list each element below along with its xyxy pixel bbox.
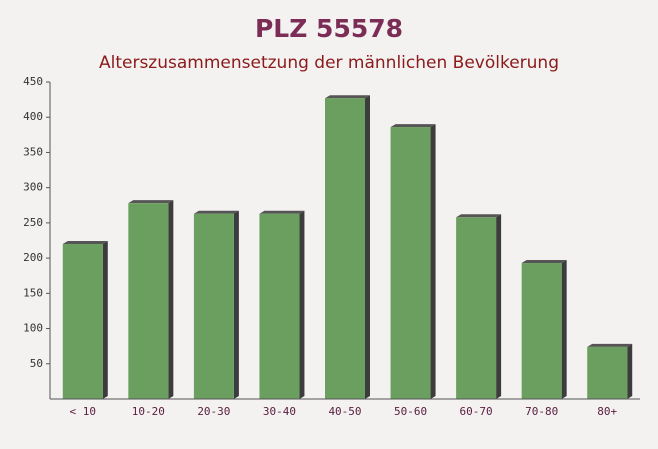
x-tick-label: 60-70 (460, 405, 493, 418)
x-tick-label: 40-50 (328, 405, 361, 418)
bar-side (561, 260, 567, 399)
bar (521, 263, 562, 399)
y-tick-label: 300 (23, 181, 43, 194)
bar-top (325, 95, 370, 99)
y-tick-label: 450 (23, 75, 43, 88)
x-tick-label: 50-60 (394, 405, 427, 418)
bar-top (128, 200, 174, 204)
chart-subtitle: Alterszusammensetzung der männlichen Bev… (99, 53, 559, 73)
y-tick-label: 250 (23, 216, 43, 229)
y-tick-label: 50 (30, 357, 43, 370)
bar-side (168, 200, 174, 399)
bar (325, 98, 365, 400)
y-tick-label: 150 (23, 286, 43, 299)
bar-side (627, 343, 633, 399)
y-tick-label: 100 (23, 322, 43, 335)
x-tick-label: < 10 (70, 405, 97, 418)
bar (259, 213, 300, 399)
bar-side (430, 124, 436, 399)
bar (193, 213, 234, 399)
bar-top (390, 124, 436, 128)
y-tick-label: 200 (23, 251, 43, 264)
y-tick-label: 400 (23, 110, 43, 123)
chart-title: PLZ 55578 (255, 14, 403, 43)
bar-top (62, 241, 108, 245)
bar-top (587, 343, 633, 347)
bar-top (521, 260, 567, 264)
x-tick-label: 10-20 (132, 405, 165, 418)
bar (128, 203, 169, 399)
x-tick-label: 20-30 (197, 405, 230, 418)
bar-top (193, 210, 239, 214)
bar (390, 127, 431, 399)
bar (456, 217, 497, 399)
x-tick-label: 30-40 (263, 405, 296, 418)
bar-top (456, 214, 502, 218)
bar-side (299, 210, 305, 399)
y-tick-label: 350 (23, 145, 43, 158)
bar-top (259, 210, 305, 214)
bar (587, 346, 628, 399)
bar (62, 244, 103, 399)
x-tick-label: 70-80 (525, 405, 558, 418)
bar-side (496, 214, 502, 399)
x-tick-label: 80+ (597, 405, 617, 418)
bar-side (233, 210, 239, 399)
bar-side (365, 95, 370, 400)
bar-side (102, 241, 108, 399)
